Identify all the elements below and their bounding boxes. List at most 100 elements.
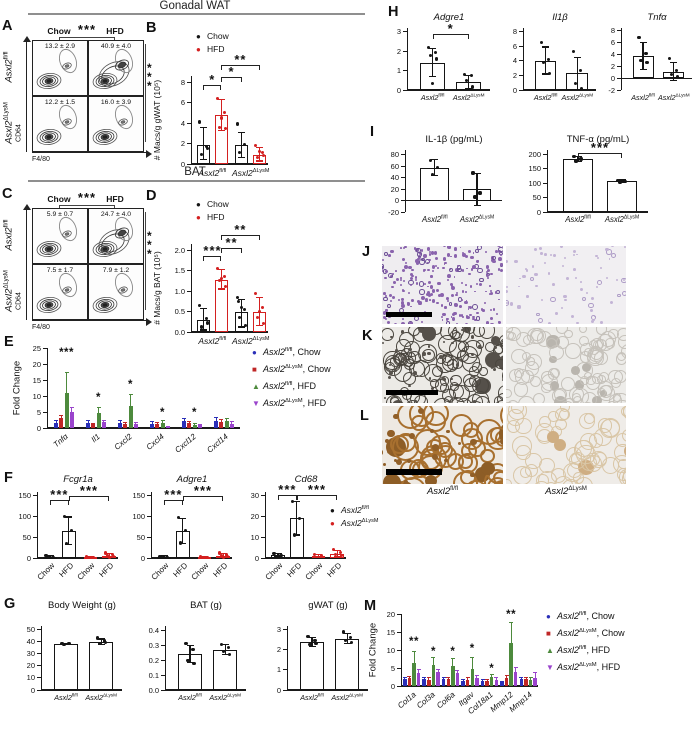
y-tick-label: -2 bbox=[608, 85, 615, 95]
legend-marker-icon: ● bbox=[252, 348, 257, 357]
x-axis-line bbox=[407, 89, 490, 91]
data-point bbox=[107, 555, 111, 559]
tissue-cell bbox=[499, 437, 503, 446]
y-tick bbox=[401, 211, 405, 213]
y-tick-label: 3 bbox=[396, 27, 401, 37]
bat-header: BAT bbox=[184, 166, 206, 178]
tissue-cell bbox=[401, 289, 405, 293]
tissue-cell bbox=[403, 372, 417, 385]
x-axis-line bbox=[265, 557, 346, 559]
tissue-cell bbox=[547, 272, 551, 275]
panel-label-m: M bbox=[364, 598, 377, 614]
tissue-cell bbox=[456, 291, 459, 294]
tissue-cell bbox=[562, 265, 565, 268]
panel-c-flow-cytometry: Chow HFD *** 5.9 ± 0.7 24.7 ± 4.0 7.5 ± 1.7 7.… bbox=[2, 190, 160, 344]
flow-plot: 16.0 ± 3.9 bbox=[88, 96, 144, 152]
panel-d-macs-bat-chart: # Macs/g BAT (10⁵) 0.0 0.5 1.0 1.5 2.0 Asxl2fl… bbox=[148, 222, 276, 374]
error-cap bbox=[274, 553, 282, 555]
sig-bracket bbox=[50, 499, 69, 501]
tissue-cell bbox=[427, 261, 430, 264]
tissue-cell bbox=[383, 297, 388, 302]
tissue-cell bbox=[580, 376, 589, 385]
bar bbox=[427, 679, 431, 686]
y-tick-label: 150 bbox=[528, 164, 541, 174]
flow-plot: 24.7 ± 4.0 bbox=[88, 208, 144, 264]
y-tick-label: 2 bbox=[610, 61, 615, 71]
y-tick-label: 0.1 bbox=[148, 670, 159, 680]
flow-plot: 12.2 ± 1.5 bbox=[32, 96, 88, 152]
y-tick bbox=[37, 665, 41, 667]
error-cap bbox=[118, 420, 123, 422]
tissue-cell bbox=[413, 247, 416, 250]
y-tick-label: 1.0 bbox=[174, 286, 185, 296]
y-tick bbox=[33, 536, 37, 538]
tissue-cell bbox=[413, 360, 430, 377]
flow-x-arrowhead bbox=[146, 317, 152, 326]
error-cap bbox=[160, 555, 168, 557]
tissue-cell bbox=[399, 283, 402, 286]
data-point bbox=[676, 74, 680, 78]
error-cap bbox=[217, 288, 225, 290]
flow-gate-value: 24.7 ± 4.0 bbox=[100, 210, 132, 218]
tissue-cell bbox=[470, 335, 475, 339]
data-point bbox=[341, 630, 345, 634]
sig-stars-right: * * * bbox=[147, 229, 152, 261]
tissue-cell bbox=[400, 247, 402, 249]
flow-contour bbox=[92, 48, 134, 90]
chart-title: Adgre1 bbox=[433, 12, 465, 23]
flow-x-arrowhead bbox=[146, 149, 152, 158]
data-point bbox=[198, 555, 202, 559]
tissue-cell bbox=[461, 298, 464, 301]
error-bar bbox=[71, 407, 73, 417]
data-point bbox=[222, 111, 226, 115]
tissue-cell bbox=[397, 352, 400, 355]
tissue-cell bbox=[479, 346, 482, 349]
bar bbox=[422, 678, 426, 686]
tissue-cell bbox=[421, 321, 424, 324]
x-tick-label: Asxl2fl/fl bbox=[565, 214, 591, 224]
y-tick-label: 100 bbox=[132, 511, 145, 521]
error-cap bbox=[224, 418, 229, 420]
y-tick bbox=[33, 557, 37, 559]
tissue-cell bbox=[431, 299, 436, 303]
error-bar bbox=[506, 675, 507, 681]
tissue-cell bbox=[399, 477, 426, 484]
error-cap bbox=[639, 68, 647, 70]
sig-bracket-tick bbox=[258, 235, 260, 241]
data-point bbox=[312, 553, 316, 557]
y-tick bbox=[261, 557, 265, 559]
x-tick-label: Asxl2fl/fl bbox=[54, 692, 78, 702]
y-tick-label: 40 bbox=[390, 173, 399, 183]
tissue-cell bbox=[533, 248, 537, 252]
tissue-cell bbox=[445, 318, 449, 322]
scale-bar-k bbox=[386, 390, 438, 395]
tissue-cell bbox=[446, 429, 450, 434]
data-point bbox=[338, 551, 342, 555]
tissue-cell bbox=[472, 315, 475, 319]
tissue-cell bbox=[400, 330, 405, 334]
chart-title: Cd68 bbox=[294, 474, 318, 485]
tissue-cell bbox=[384, 276, 387, 280]
y-axis-line bbox=[265, 492, 267, 558]
tissue-cell bbox=[496, 313, 499, 316]
error-bar bbox=[100, 638, 102, 645]
y-tick bbox=[187, 163, 191, 165]
legend-marker-icon: ▼ bbox=[252, 399, 260, 408]
data-point bbox=[262, 154, 266, 158]
error-cap bbox=[200, 556, 208, 558]
tissue-cell bbox=[405, 262, 408, 265]
tissue-cell bbox=[572, 249, 576, 253]
data-point bbox=[205, 321, 209, 325]
error-bar bbox=[189, 645, 191, 663]
tissue-cell bbox=[526, 295, 529, 298]
tissue-cell bbox=[424, 298, 429, 302]
sig-bracket bbox=[182, 495, 224, 498]
y-tick-label: 2 bbox=[396, 46, 401, 56]
tissue-cell bbox=[600, 267, 603, 270]
error-cap bbox=[97, 643, 105, 646]
legend-marker-icon: ● bbox=[546, 612, 551, 621]
tissue-cell bbox=[427, 280, 431, 284]
tissue-cell bbox=[549, 253, 552, 256]
bar bbox=[412, 662, 416, 686]
data-point bbox=[51, 555, 55, 559]
